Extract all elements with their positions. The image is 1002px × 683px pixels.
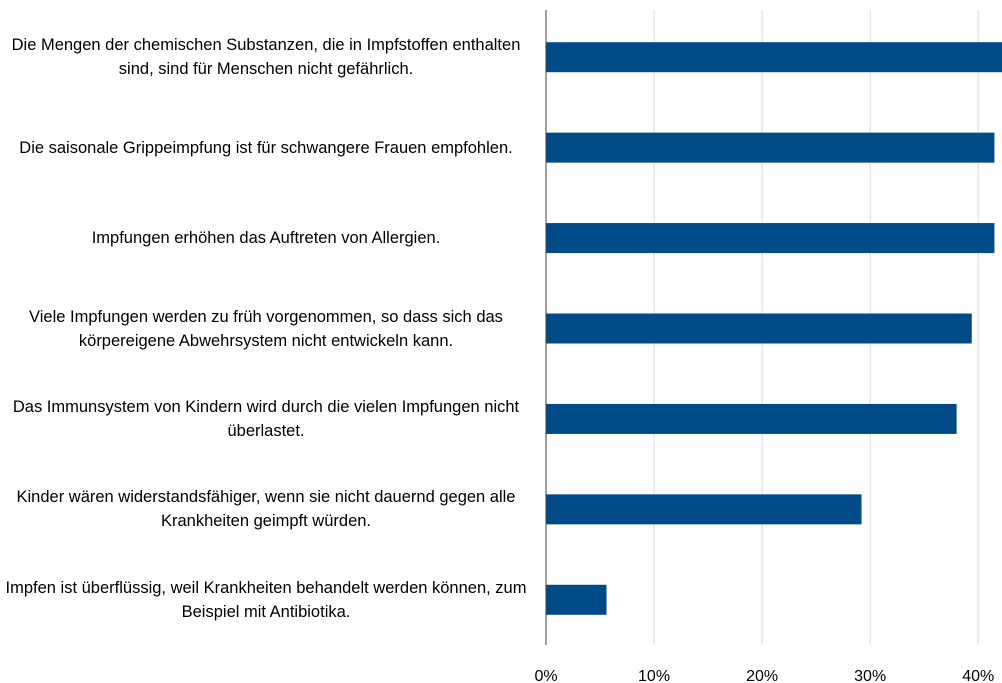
bar (546, 42, 1002, 73)
x-tick-label: 20% (746, 668, 778, 683)
bar (546, 223, 995, 254)
bar (546, 313, 972, 344)
category-label: Das Immunsystem von Kindern wird durch d… (12, 397, 520, 440)
category-label: Die saisonale Grippeimpfung ist für schw… (19, 138, 513, 157)
category-label: Impfen ist überflüssig, weil Krankheiten… (5, 578, 527, 621)
bar (546, 132, 995, 163)
category-label: Impfungen erhöhen das Auftreten von Alle… (91, 229, 441, 248)
category-label: Viele Impfungen werden zu früh vorgenomm… (29, 307, 503, 350)
category-label: Kinder wären widerstandsfähiger, wenn si… (16, 488, 516, 531)
x-tick-label: 10% (638, 668, 670, 683)
bar (546, 584, 607, 615)
bar (546, 494, 862, 525)
bar (546, 403, 957, 434)
x-tick-label: 40% (962, 668, 994, 683)
x-tick-label: 30% (854, 668, 886, 683)
x-tick-label: 0% (534, 668, 557, 683)
category-label: Die Mengen der chemischen Substanzen, di… (11, 36, 521, 79)
